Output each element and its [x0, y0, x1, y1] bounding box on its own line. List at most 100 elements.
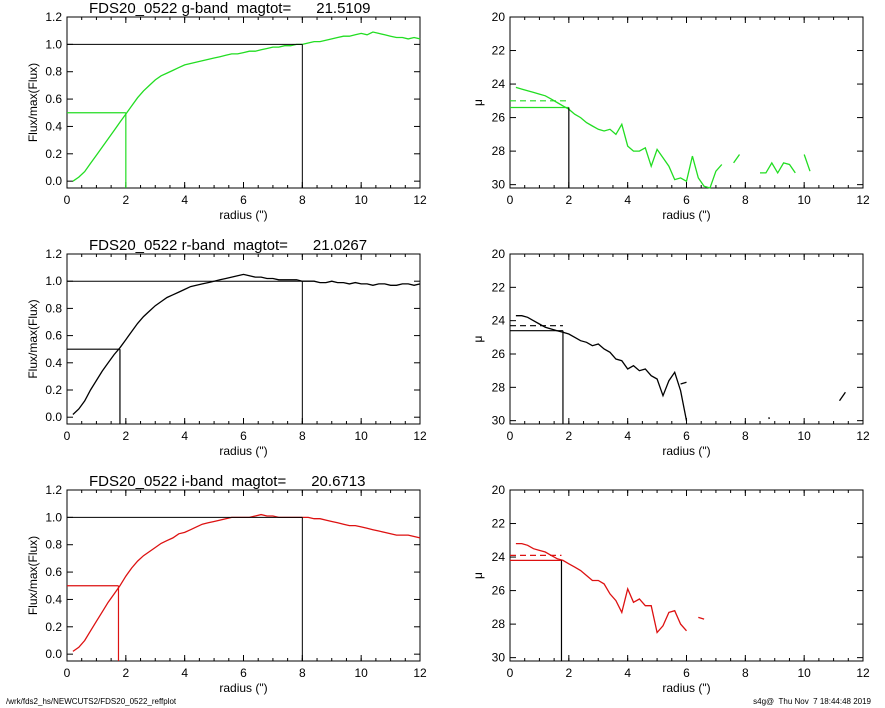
x-axis-label: radius ("): [662, 681, 710, 695]
x-tick-label: 10: [354, 666, 368, 680]
y-tick-label: 0.0: [45, 410, 62, 424]
x-tick-label: 10: [797, 666, 811, 680]
x-axis-label: radius ("): [219, 444, 267, 458]
y-tick-label: 1.0: [45, 510, 62, 524]
x-tick-label: 12: [413, 429, 427, 443]
x-tick-label: 12: [856, 193, 870, 207]
x-tick-label: 6: [683, 429, 690, 443]
y-tick-label: 28: [492, 144, 506, 158]
chart-panel-r-growth-curve: 0 2 4 6 8 10 12 0.0 0.2 0.4 0.6 0.8 1.0 1.2 radius (")…: [26, 237, 427, 458]
x-tick-label: 4: [624, 666, 631, 680]
y-axis-label: μ: [471, 335, 485, 342]
footer-timestamp: s4g@ Thu Nov 7 18:44:48 2019: [753, 697, 871, 706]
x-tick-label: 0: [507, 429, 514, 443]
x-tick-label: 0: [64, 666, 71, 680]
y-tick-label: 22: [492, 280, 506, 294]
x-tick-label: 0: [64, 429, 71, 443]
data-series-r-1: [680, 381, 687, 385]
x-tick-label: 4: [181, 666, 188, 680]
footer-path: /wrk/fds2_hs/NEWCUTS2/FDS20_0522_reffplo…: [6, 697, 177, 706]
y-axis-label: μ: [471, 99, 485, 106]
y-tick-label: 30: [492, 414, 506, 428]
x-axis-label: radius ("): [662, 208, 710, 222]
y-tick-label: 0.2: [45, 620, 62, 634]
y-tick-label: 0.4: [45, 119, 62, 133]
x-tick-label: 2: [122, 666, 129, 680]
x-tick-label: 10: [354, 429, 368, 443]
y-tick-label: 0.6: [45, 565, 62, 579]
y-tick-label: 1.2: [45, 10, 62, 24]
plot-frame: [509, 489, 864, 662]
x-tick-label: 2: [122, 193, 129, 207]
y-tick-label: 0.8: [45, 538, 62, 552]
x-tick-label: 0: [507, 193, 514, 207]
x-tick-label: 6: [240, 666, 247, 680]
y-tick-label: 0.0: [45, 647, 62, 661]
x-tick-label: 10: [354, 193, 368, 207]
x-tick-label: 12: [856, 429, 870, 443]
y-tick-label: 22: [492, 517, 506, 531]
x-tick-label: 2: [565, 193, 572, 207]
chart-panel-g-growth-curve: 0 2 4 6 8 10 12 0.0 0.2 0.4 0.6 0.8 1.0 1.2 radius (")…: [26, 0, 427, 222]
chart-panel-i-growth-curve: 0 2 4 6 8 10 12 0.0 0.2 0.4 0.6 0.8 1.0 1.2 radius (")…: [26, 473, 427, 695]
chart-title: FDS20_0522 i-band magtot= 20.6713: [89, 473, 365, 490]
y-tick-label: 0.0: [45, 174, 62, 188]
plot-frame: [66, 489, 421, 662]
x-tick-label: 0: [64, 193, 71, 207]
y-tick-label: 1.0: [45, 274, 62, 288]
x-tick-label: 10: [797, 193, 811, 207]
y-tick-label: 1.2: [45, 483, 62, 497]
x-tick-label: 6: [683, 666, 690, 680]
x-tick-label: 2: [565, 429, 572, 443]
y-tick-label: 20: [492, 483, 506, 497]
x-tick-label: 12: [413, 666, 427, 680]
chart-title: FDS20_0522 r-band magtot= 21.0267: [89, 237, 367, 254]
x-tick-label: 8: [742, 193, 749, 207]
y-tick-label: 0.2: [45, 147, 62, 161]
y-tick-label: 28: [492, 617, 506, 631]
x-tick-label: 12: [856, 666, 870, 680]
x-tick-label: 6: [240, 193, 247, 207]
plot-frame: [66, 16, 421, 189]
y-tick-label: 26: [492, 584, 506, 598]
y-tick-label: 0.8: [45, 65, 62, 79]
y-axis-label: μ: [471, 572, 485, 579]
y-tick-label: 30: [492, 178, 506, 192]
x-tick-label: 4: [624, 193, 631, 207]
y-tick-label: 20: [492, 247, 506, 261]
x-tick-label: 8: [742, 429, 749, 443]
x-tick-label: 4: [181, 429, 188, 443]
y-tick-label: 24: [492, 550, 506, 564]
y-tick-label: 24: [492, 314, 506, 328]
x-axis-label: radius ("): [219, 681, 267, 695]
x-tick-label: 4: [624, 429, 631, 443]
y-tick-label: 20: [492, 10, 506, 24]
x-tick-label: 0: [507, 666, 514, 680]
y-tick-label: 1.0: [45, 37, 62, 51]
data-series-r-0: [72, 273, 421, 415]
y-axis-label: Flux/max(Flux): [26, 299, 40, 378]
data-series-g-0: [515, 86, 811, 189]
x-tick-label: 8: [742, 666, 749, 680]
y-tick-label: 0.4: [45, 356, 62, 370]
y-axis-label: Flux/max(Flux): [26, 536, 40, 615]
x-axis-label: radius ("): [219, 208, 267, 222]
data-series-i-0: [72, 513, 421, 652]
y-tick-label: 26: [492, 111, 506, 125]
y-tick-label: 30: [492, 651, 506, 665]
x-tick-label: 8: [299, 429, 306, 443]
x-tick-label: 8: [299, 193, 306, 207]
y-tick-label: 28: [492, 380, 506, 394]
chart-title: FDS20_0522 g-band magtot= 21.5109: [89, 0, 370, 17]
x-axis-label: radius ("): [662, 444, 710, 458]
y-tick-label: 0.6: [45, 329, 62, 343]
y-tick-label: 24: [492, 77, 506, 91]
data-series-i-0: [515, 542, 705, 634]
data-series-r-0: [515, 315, 846, 421]
y-tick-label: 26: [492, 347, 506, 361]
x-tick-label: 6: [683, 193, 690, 207]
data-series-g-0: [72, 31, 421, 182]
y-tick-label: 0.2: [45, 383, 62, 397]
